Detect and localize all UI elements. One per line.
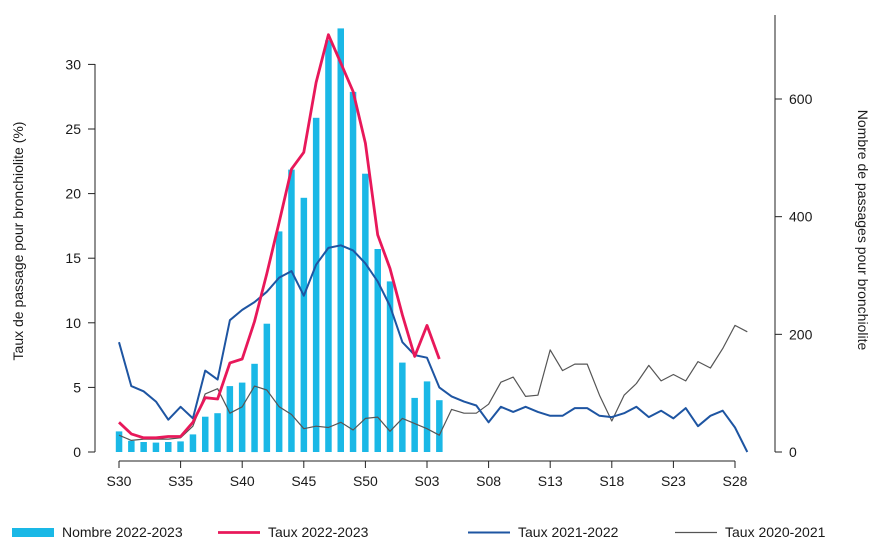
bars-layer bbox=[115, 28, 443, 453]
x-tick-label: S30 bbox=[107, 473, 132, 489]
legend-label: Taux 2020-2021 bbox=[725, 524, 826, 540]
right-tick-label: 200 bbox=[789, 326, 813, 342]
bar-nombre-2022-2023 bbox=[202, 416, 209, 452]
right-tick-label: 600 bbox=[789, 91, 813, 107]
series-line-taux-2021-2022 bbox=[118, 244, 749, 453]
bar-nombre-2022-2023 bbox=[226, 386, 234, 452]
left-tick-label: 15 bbox=[65, 250, 81, 266]
bar-nombre-2022-2023 bbox=[386, 281, 394, 452]
bar-nombre-2022-2023 bbox=[325, 40, 332, 452]
bar-nombre-2022-2023 bbox=[189, 434, 197, 452]
bar-nombre-2022-2023 bbox=[436, 400, 443, 452]
x-tick-label: S45 bbox=[291, 473, 316, 489]
legend-label: Nombre 2022-2023 bbox=[62, 524, 183, 540]
left-tick-label: 0 bbox=[73, 444, 81, 460]
x-tick-label: S03 bbox=[415, 473, 440, 489]
legend-label: Taux 2021-2022 bbox=[518, 524, 619, 540]
bar-nombre-2022-2023 bbox=[214, 413, 221, 452]
left-tick-label: 5 bbox=[73, 379, 81, 395]
x-tick-label: S50 bbox=[353, 473, 378, 489]
right-tick-label: 400 bbox=[789, 209, 813, 225]
bar-nombre-2022-2023 bbox=[115, 431, 123, 452]
bar-nombre-2022-2023 bbox=[275, 231, 283, 452]
bar-nombre-2022-2023 bbox=[399, 362, 406, 452]
bar-nombre-2022-2023 bbox=[263, 323, 271, 452]
legend-label: Taux 2022-2023 bbox=[268, 524, 369, 540]
bar-nombre-2022-2023 bbox=[238, 382, 246, 452]
axes-layer bbox=[94, 15, 776, 462]
right-axis-title: Nombre de passages pour bronchiolite bbox=[855, 110, 871, 351]
legend-swatch-bar bbox=[12, 528, 54, 537]
x-tick-label: S18 bbox=[599, 473, 624, 489]
bar-nombre-2022-2023 bbox=[300, 197, 308, 452]
x-tick-label: S13 bbox=[538, 473, 563, 489]
bar-nombre-2022-2023 bbox=[374, 249, 381, 452]
bar-nombre-2022-2023 bbox=[288, 169, 295, 452]
bar-nombre-2022-2023 bbox=[312, 117, 320, 453]
left-tick-label: 25 bbox=[65, 121, 81, 137]
bar-nombre-2022-2023 bbox=[411, 397, 418, 452]
lines-layer bbox=[118, 33, 749, 453]
right-axis-ticks: 0 200 400 600 bbox=[775, 91, 813, 460]
bar-nombre-2022-2023 bbox=[165, 442, 172, 452]
bar-nombre-2022-2023 bbox=[140, 442, 147, 452]
left-tick-label: 10 bbox=[65, 315, 81, 331]
bar-nombre-2022-2023 bbox=[362, 173, 369, 452]
left-tick-label: 30 bbox=[65, 56, 81, 72]
bar-nombre-2022-2023 bbox=[251, 363, 258, 453]
left-axis-ticks: 0 5 10 15 20 25 30 bbox=[65, 56, 95, 460]
x-tick-label: S08 bbox=[476, 473, 501, 489]
left-axis-title: Taux de passage pour bronchiolite (%) bbox=[10, 122, 26, 361]
bar-nombre-2022-2023 bbox=[349, 91, 357, 453]
bar-nombre-2022-2023 bbox=[152, 442, 160, 452]
x-tick-label: S23 bbox=[661, 473, 686, 489]
bar-nombre-2022-2023 bbox=[128, 440, 135, 452]
x-tick-label: S40 bbox=[230, 473, 255, 489]
legend: Nombre 2022-2023 Taux 2022-2023 Taux 2021-… bbox=[12, 524, 826, 540]
x-tick-label: S35 bbox=[168, 473, 193, 489]
x-axis-ticks: S30 S35 S40 S45 S50 S03 S08 S13 S18 S23 S28 bbox=[107, 461, 748, 489]
right-tick-label: 0 bbox=[789, 444, 797, 460]
bar-nombre-2022-2023 bbox=[177, 441, 184, 452]
series-line-taux-2022-2023 bbox=[118, 33, 441, 440]
bar-nombre-2022-2023 bbox=[423, 381, 431, 452]
bar-nombre-2022-2023 bbox=[337, 28, 344, 453]
left-tick-label: 20 bbox=[65, 186, 81, 202]
series-line-taux-2020-2021 bbox=[118, 324, 748, 441]
x-tick-label: S28 bbox=[723, 473, 748, 489]
